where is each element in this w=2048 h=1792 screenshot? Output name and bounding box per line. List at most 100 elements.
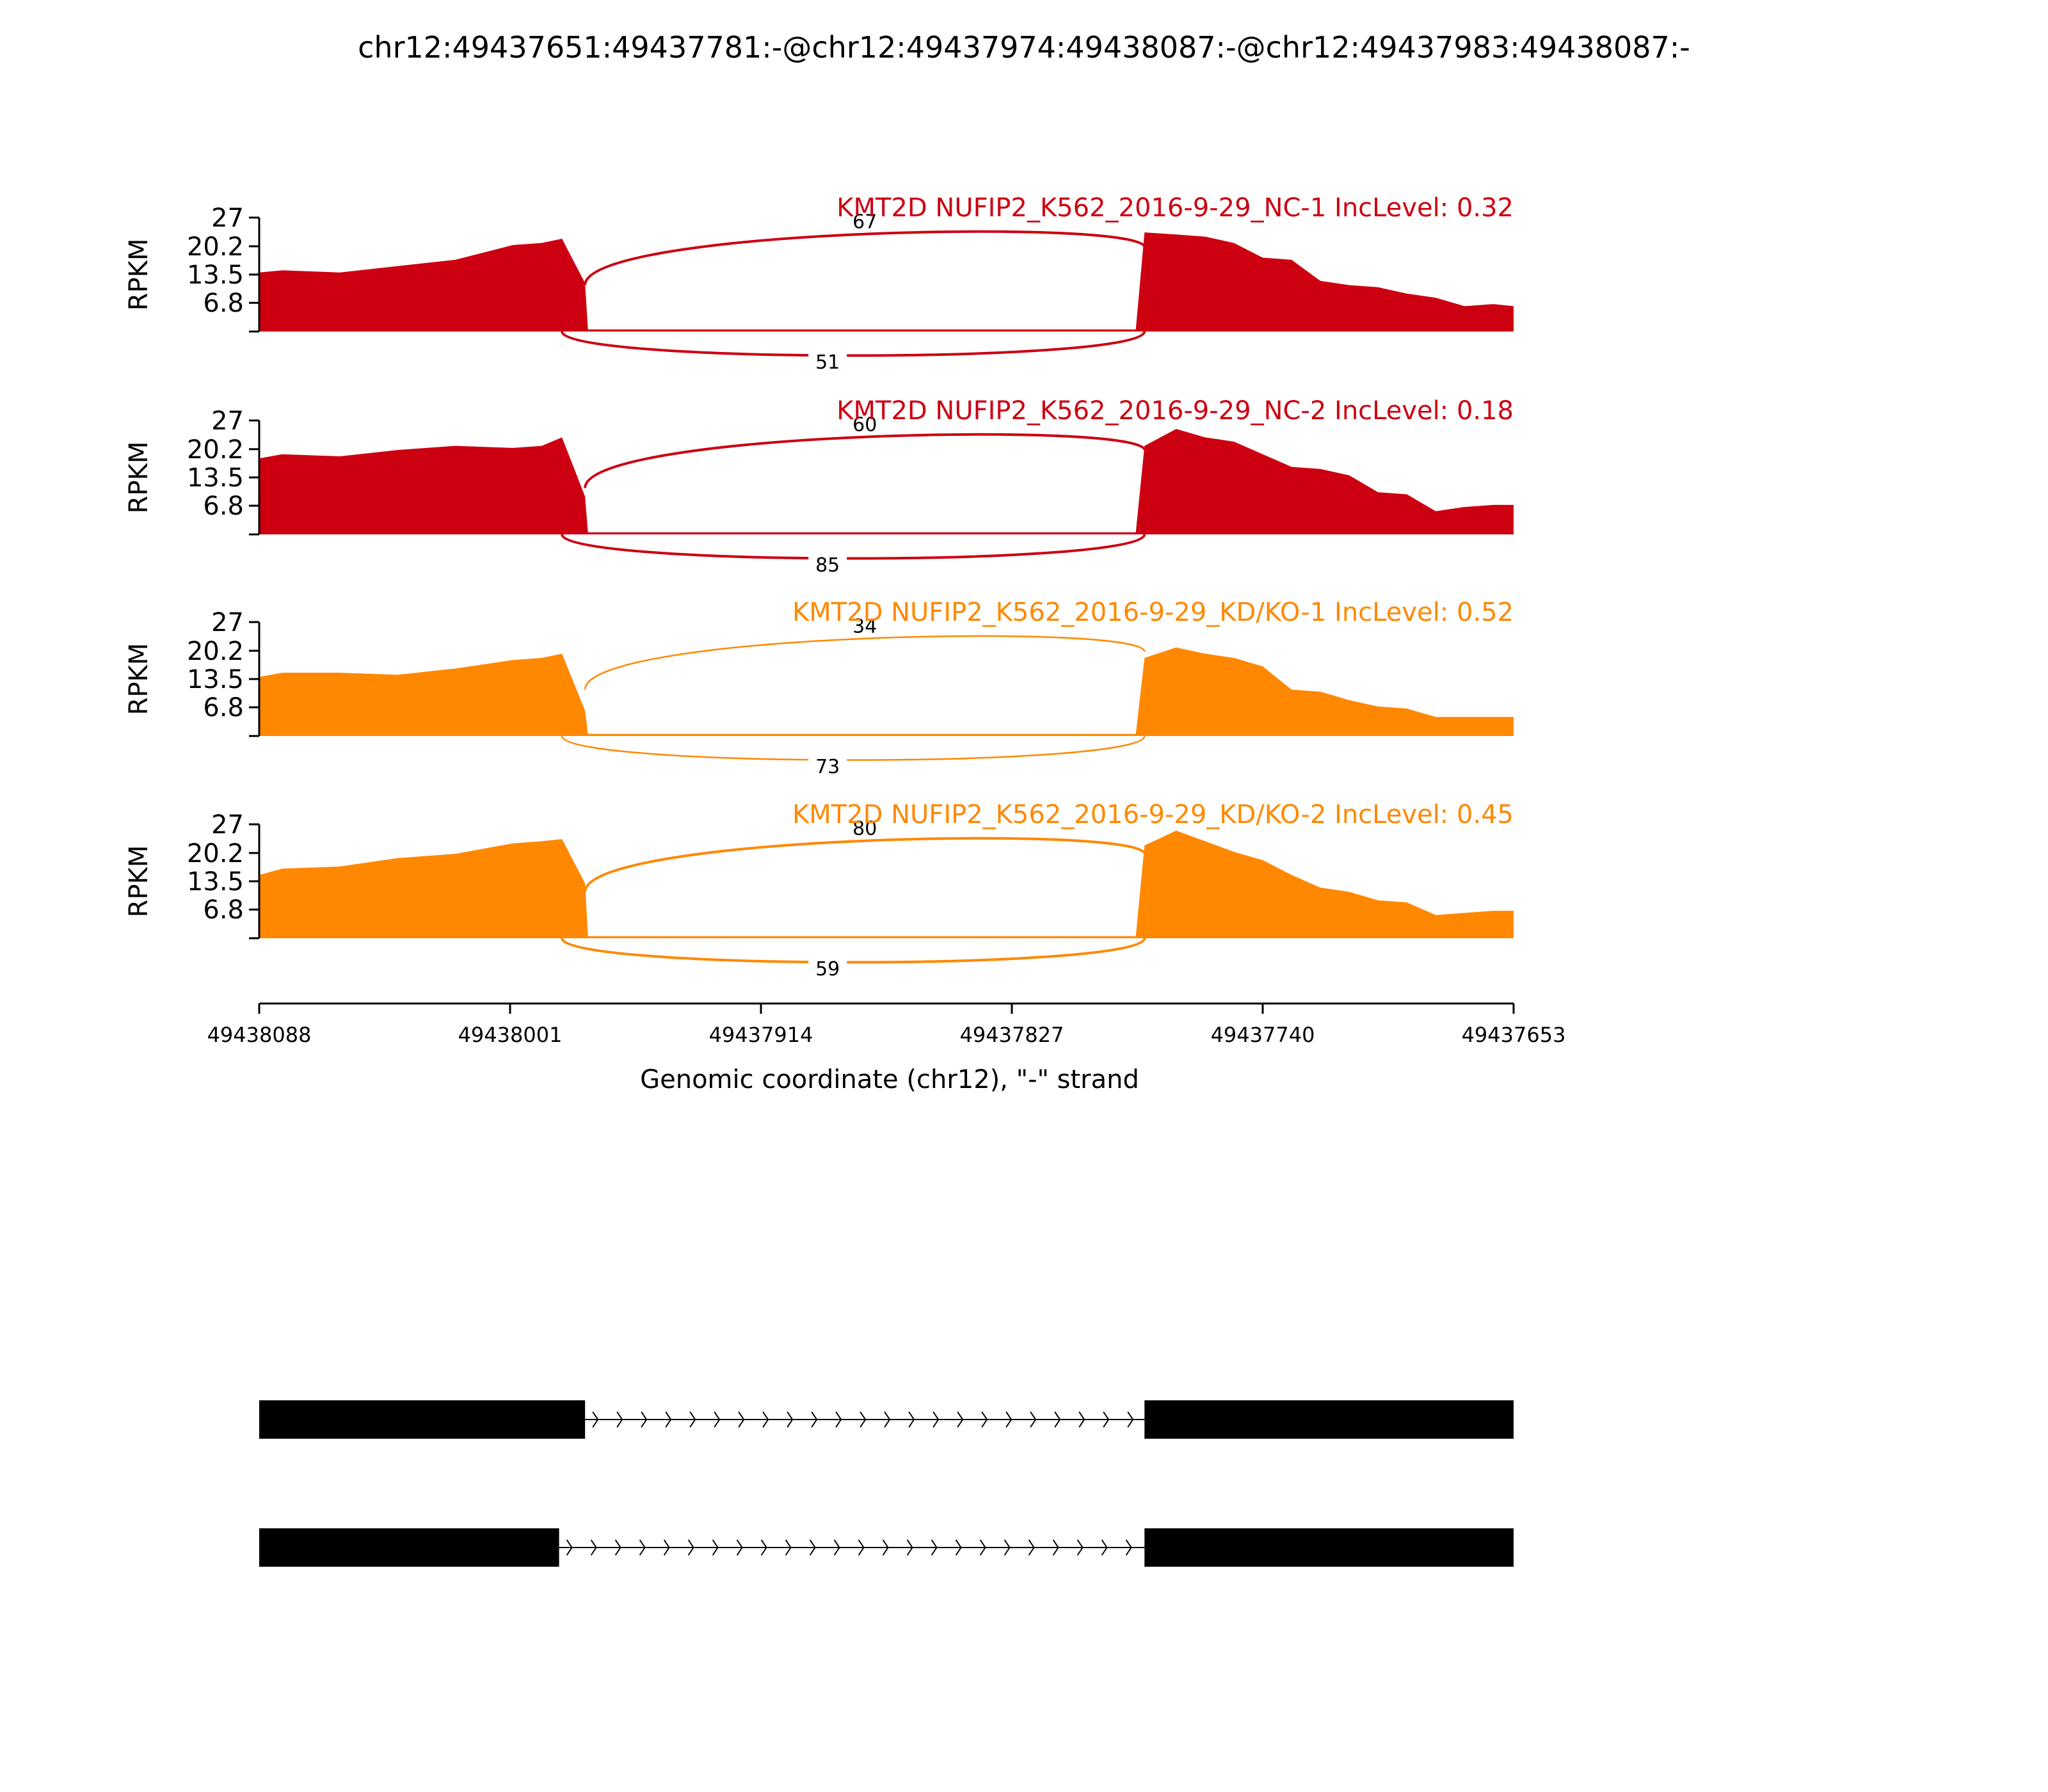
junction-arc-lower [561,735,1146,761]
strand-chevron [616,1411,623,1428]
junction-arc-lower [561,331,1146,357]
strand-chevron [712,1539,719,1556]
y-tick-label: 13.5 [187,260,244,290]
x-tick-label: 49437740 [1211,1023,1315,1047]
strand-chevron [785,1539,792,1556]
junction-count-lower: 73 [815,756,840,778]
y-tick-label: 27 [211,406,244,436]
junction-count-bg [808,757,847,778]
junction-arc-upper [584,433,1146,488]
exon-block [1144,1400,1514,1439]
y-tick-label: 6.8 [203,492,244,521]
strand-chevron [1127,1411,1134,1428]
x-tick-label: 49438001 [458,1023,563,1047]
strand-chevron [932,1411,940,1428]
y-tick-label: 13.5 [187,867,244,897]
y-tick-label: 27 [211,608,244,637]
strand-chevron [689,1411,696,1428]
junction-count-upper: 80 [852,818,877,840]
junction-count-bg [845,616,884,637]
coverage-panel-2: 60 85 6.813.520.227 RPKM KMT2D NUFIP2_K562_2… [124,396,1514,577]
y-tick-label: 6.8 [203,693,244,723]
coverage-panel-1: 67 51 6.813.520.227 RPKM KMT2D NUFIP2_K562_2… [124,193,1514,374]
junction-count-lower: 51 [815,351,840,374]
junction-count-upper: 60 [852,414,877,436]
strand-chevron [981,1411,988,1428]
x-axis: 49438088 49438001 49437914 49437827 49437740… [207,1002,1566,1047]
strand-chevron [882,1539,889,1556]
strand-chevron [1076,1539,1084,1556]
strand-chevron [811,1411,818,1428]
strand-chevron [860,1411,867,1428]
y-tick-label: 27 [211,204,244,233]
series-label: KMT2D NUFIP2_K562_2016-9-29_NC-1 IncLeve… [836,193,1514,223]
strand-chevron [835,1411,842,1428]
exon-block [259,1400,586,1439]
strand-chevron [590,1539,597,1556]
strand-chevron [1005,1411,1012,1428]
isoform-track [259,1400,1514,1567]
coverage-panel-3: 34 73 6.813.520.227 RPKM KMT2D NUFIP2_K562_2… [124,598,1514,778]
exon-block [259,1528,559,1567]
junction-count-bg [845,414,884,435]
series-label: KMT2D NUFIP2_K562_2016-9-29_KD/KO-2 IncL… [792,800,1514,829]
coverage-panel-4: 80 59 6.813.520.227 RPKM KMT2D NUFIP2_K562_2… [124,800,1514,980]
y-tick-label: 20.2 [187,839,244,868]
exon-block [1144,1528,1514,1567]
x-tick-label: 49437653 [1462,1023,1566,1047]
strand-chevron [1101,1539,1108,1556]
strand-chevron [884,1411,891,1428]
junction-arc-upper [584,836,1146,892]
junction-arc-upper [584,230,1146,285]
strand-chevron [665,1411,672,1428]
strand-chevron [787,1411,794,1428]
strand-chevron [762,1411,769,1428]
strand-chevron [908,1411,915,1428]
strand-chevron [714,1411,721,1428]
y-tick-label: 20.2 [187,435,244,465]
junction-arc-lower [561,938,1146,964]
strand-chevron [906,1539,913,1556]
strand-chevron [663,1539,670,1556]
strand-chevron [760,1539,767,1556]
junction-count-upper: 34 [852,616,877,638]
y-tick-label: 27 [211,810,244,840]
strand-chevron [738,1411,745,1428]
x-tick-label: 49437914 [709,1023,813,1047]
strand-chevron [1052,1539,1059,1556]
strand-chevron [809,1539,816,1556]
junction-count-bg [808,556,847,576]
strand-chevron [592,1411,599,1428]
junction-arc-lower [561,534,1146,560]
strand-chevron [1103,1411,1110,1428]
strand-chevron [955,1539,962,1556]
y-axis-label: RPKM [124,643,154,716]
strand-chevron [858,1539,865,1556]
junction-count-bg [845,211,884,232]
series-label: KMT2D NUFIP2_K562_2016-9-29_NC-2 IncLeve… [836,396,1514,426]
y-tick-label: 6.8 [203,289,244,318]
strand-chevron [736,1539,743,1556]
x-tick-label: 49438088 [207,1023,312,1047]
strand-chevron [1004,1539,1011,1556]
y-tick-label: 20.2 [187,637,244,666]
junction-count-upper: 67 [852,211,877,234]
strand-chevron [957,1411,964,1428]
strand-chevron [641,1411,648,1428]
strand-chevron [1054,1411,1061,1428]
coverage-area [259,647,1514,736]
figure-title: chr12:49437651:49437781:-@chr12:49437974… [358,30,1690,65]
junction-count-bg [808,353,847,373]
x-axis-label: Genomic coordinate (chr12), "-" strand [640,1065,1139,1094]
x-tick-label: 49437827 [960,1023,1064,1047]
junction-count-bg [845,818,884,839]
y-axis-label: RPKM [124,239,154,311]
strand-chevron [931,1539,938,1556]
strand-chevron [1028,1539,1035,1556]
strand-chevron [1078,1411,1085,1428]
strand-chevron [1125,1539,1132,1556]
isoform-1 [259,1400,1514,1439]
coverage-area [259,232,1514,332]
y-axis-label: RPKM [124,442,154,514]
